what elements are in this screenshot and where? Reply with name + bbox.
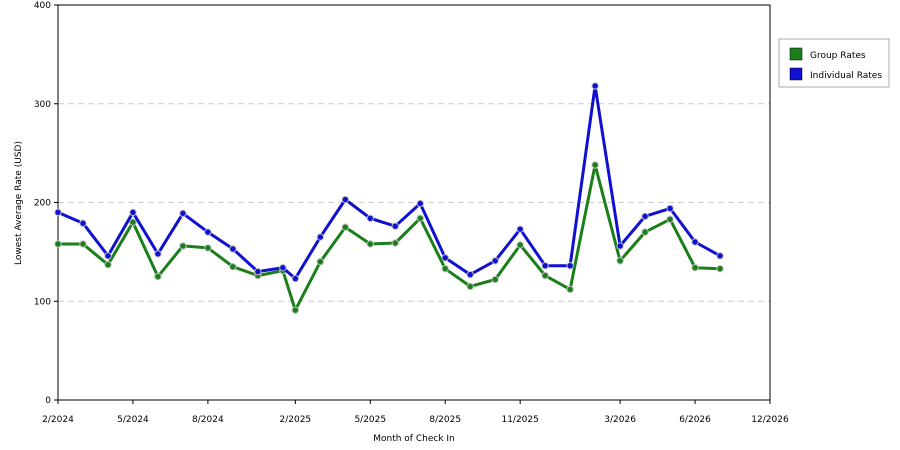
data-point-0-17 [466,282,474,291]
gridlines [58,103,770,302]
series-line-1 [57,84,721,280]
data-point-1-25 [666,204,674,213]
legend-label-1: Individual Rates [810,71,882,81]
data-point-1-20 [541,262,549,270]
x-axis: 2/2024 5/2024 8/2024 2/2025 5/2025 8/2025 11/2… [42,400,789,425]
data-point-0-10 [291,306,300,314]
y-tick-label-200: 200 [34,199,51,209]
legend-label-0: Group Rates [810,51,866,61]
legend-swatch-1 [789,67,803,81]
data-point-1-3 [129,208,137,217]
data-point-1-4 [154,250,162,258]
data-point-1-1 [79,219,87,227]
data-point-1-2 [104,252,112,260]
x-tick-label-6: 11/2025 [501,415,538,425]
data-point-0-27 [716,264,724,273]
data-point-0-22 [591,161,599,169]
x-tick-label-5: 8/2025 [429,415,461,425]
data-point-1-14 [391,222,399,230]
data-point-0-3 [129,218,137,226]
data-point-1-8 [254,267,262,276]
data-point-0-20 [541,271,549,280]
data-point-1-11 [316,233,325,241]
y-tick-label-300: 300 [34,100,51,110]
data-point-1-10 [291,274,300,283]
data-point-1-9 [279,263,287,272]
data-point-0-15 [416,214,424,223]
data-point-0-18 [491,275,499,284]
data-point-1-13 [366,214,374,223]
y-tick-label-100: 100 [34,297,51,307]
x-tick-label-0: 2/2024 [42,415,74,425]
data-point-1-21 [566,262,574,270]
series-1 [54,82,724,283]
data-point-0-0 [54,240,62,248]
data-point-1-16 [441,254,449,262]
x-tick-label-2: 8/2024 [192,415,224,425]
data-point-0-16 [441,264,449,273]
data-point-1-22 [591,82,599,90]
data-point-0-11 [316,258,325,266]
data-point-0-19 [516,241,524,249]
data-point-0-2 [104,261,112,269]
data-point-0-13 [366,240,374,248]
data-point-1-19 [516,225,524,233]
data-point-0-25 [666,215,674,223]
data-point-1-26 [691,238,699,246]
data-point-0-4 [154,272,162,281]
data-point-0-1 [79,240,87,248]
x-tick-label-9: 12/2026 [751,415,789,425]
data-point-1-23 [616,242,624,250]
y-axis-title: Lowest Average Rate (USD) [14,141,24,265]
data-point-0-7 [229,262,237,271]
data-point-1-17 [466,270,474,279]
y-tick-label-400: 400 [34,1,51,11]
data-point-1-0 [54,208,62,217]
data-point-0-26 [691,263,699,272]
data-point-1-6 [204,228,212,236]
x-tick-label-1: 5/2024 [117,415,149,425]
data-point-0-24 [641,228,649,236]
data-point-0-21 [566,285,574,294]
series [54,82,724,314]
data-point-1-18 [491,257,499,265]
legend-swatch-0 [789,47,803,61]
data-point-0-6 [204,244,212,252]
data-point-1-24 [641,212,649,221]
data-point-1-12 [341,195,349,204]
data-point-0-14 [391,239,399,247]
data-point-0-23 [616,257,624,265]
x-tick-label-4: 5/2025 [354,415,386,425]
data-point-1-27 [716,252,724,260]
legend: Group Rates Individual Rates [778,38,890,88]
data-point-0-12 [341,223,349,231]
series-0 [54,161,724,314]
data-point-0-5 [179,242,187,250]
x-axis-title: Month of Check In [373,434,455,444]
data-point-1-7 [229,245,237,253]
x-tick-label-7: 3/2026 [604,415,636,425]
series-line-0 [58,163,721,312]
y-axis: 0 100 200 300 400 [34,1,58,406]
x-tick-label-3: 2/2025 [279,415,311,425]
x-tick-label-8: 6/2026 [679,415,711,425]
data-point-1-5 [179,209,187,218]
y-tick-label-0: 0 [45,396,51,406]
data-point-1-15 [416,199,424,208]
